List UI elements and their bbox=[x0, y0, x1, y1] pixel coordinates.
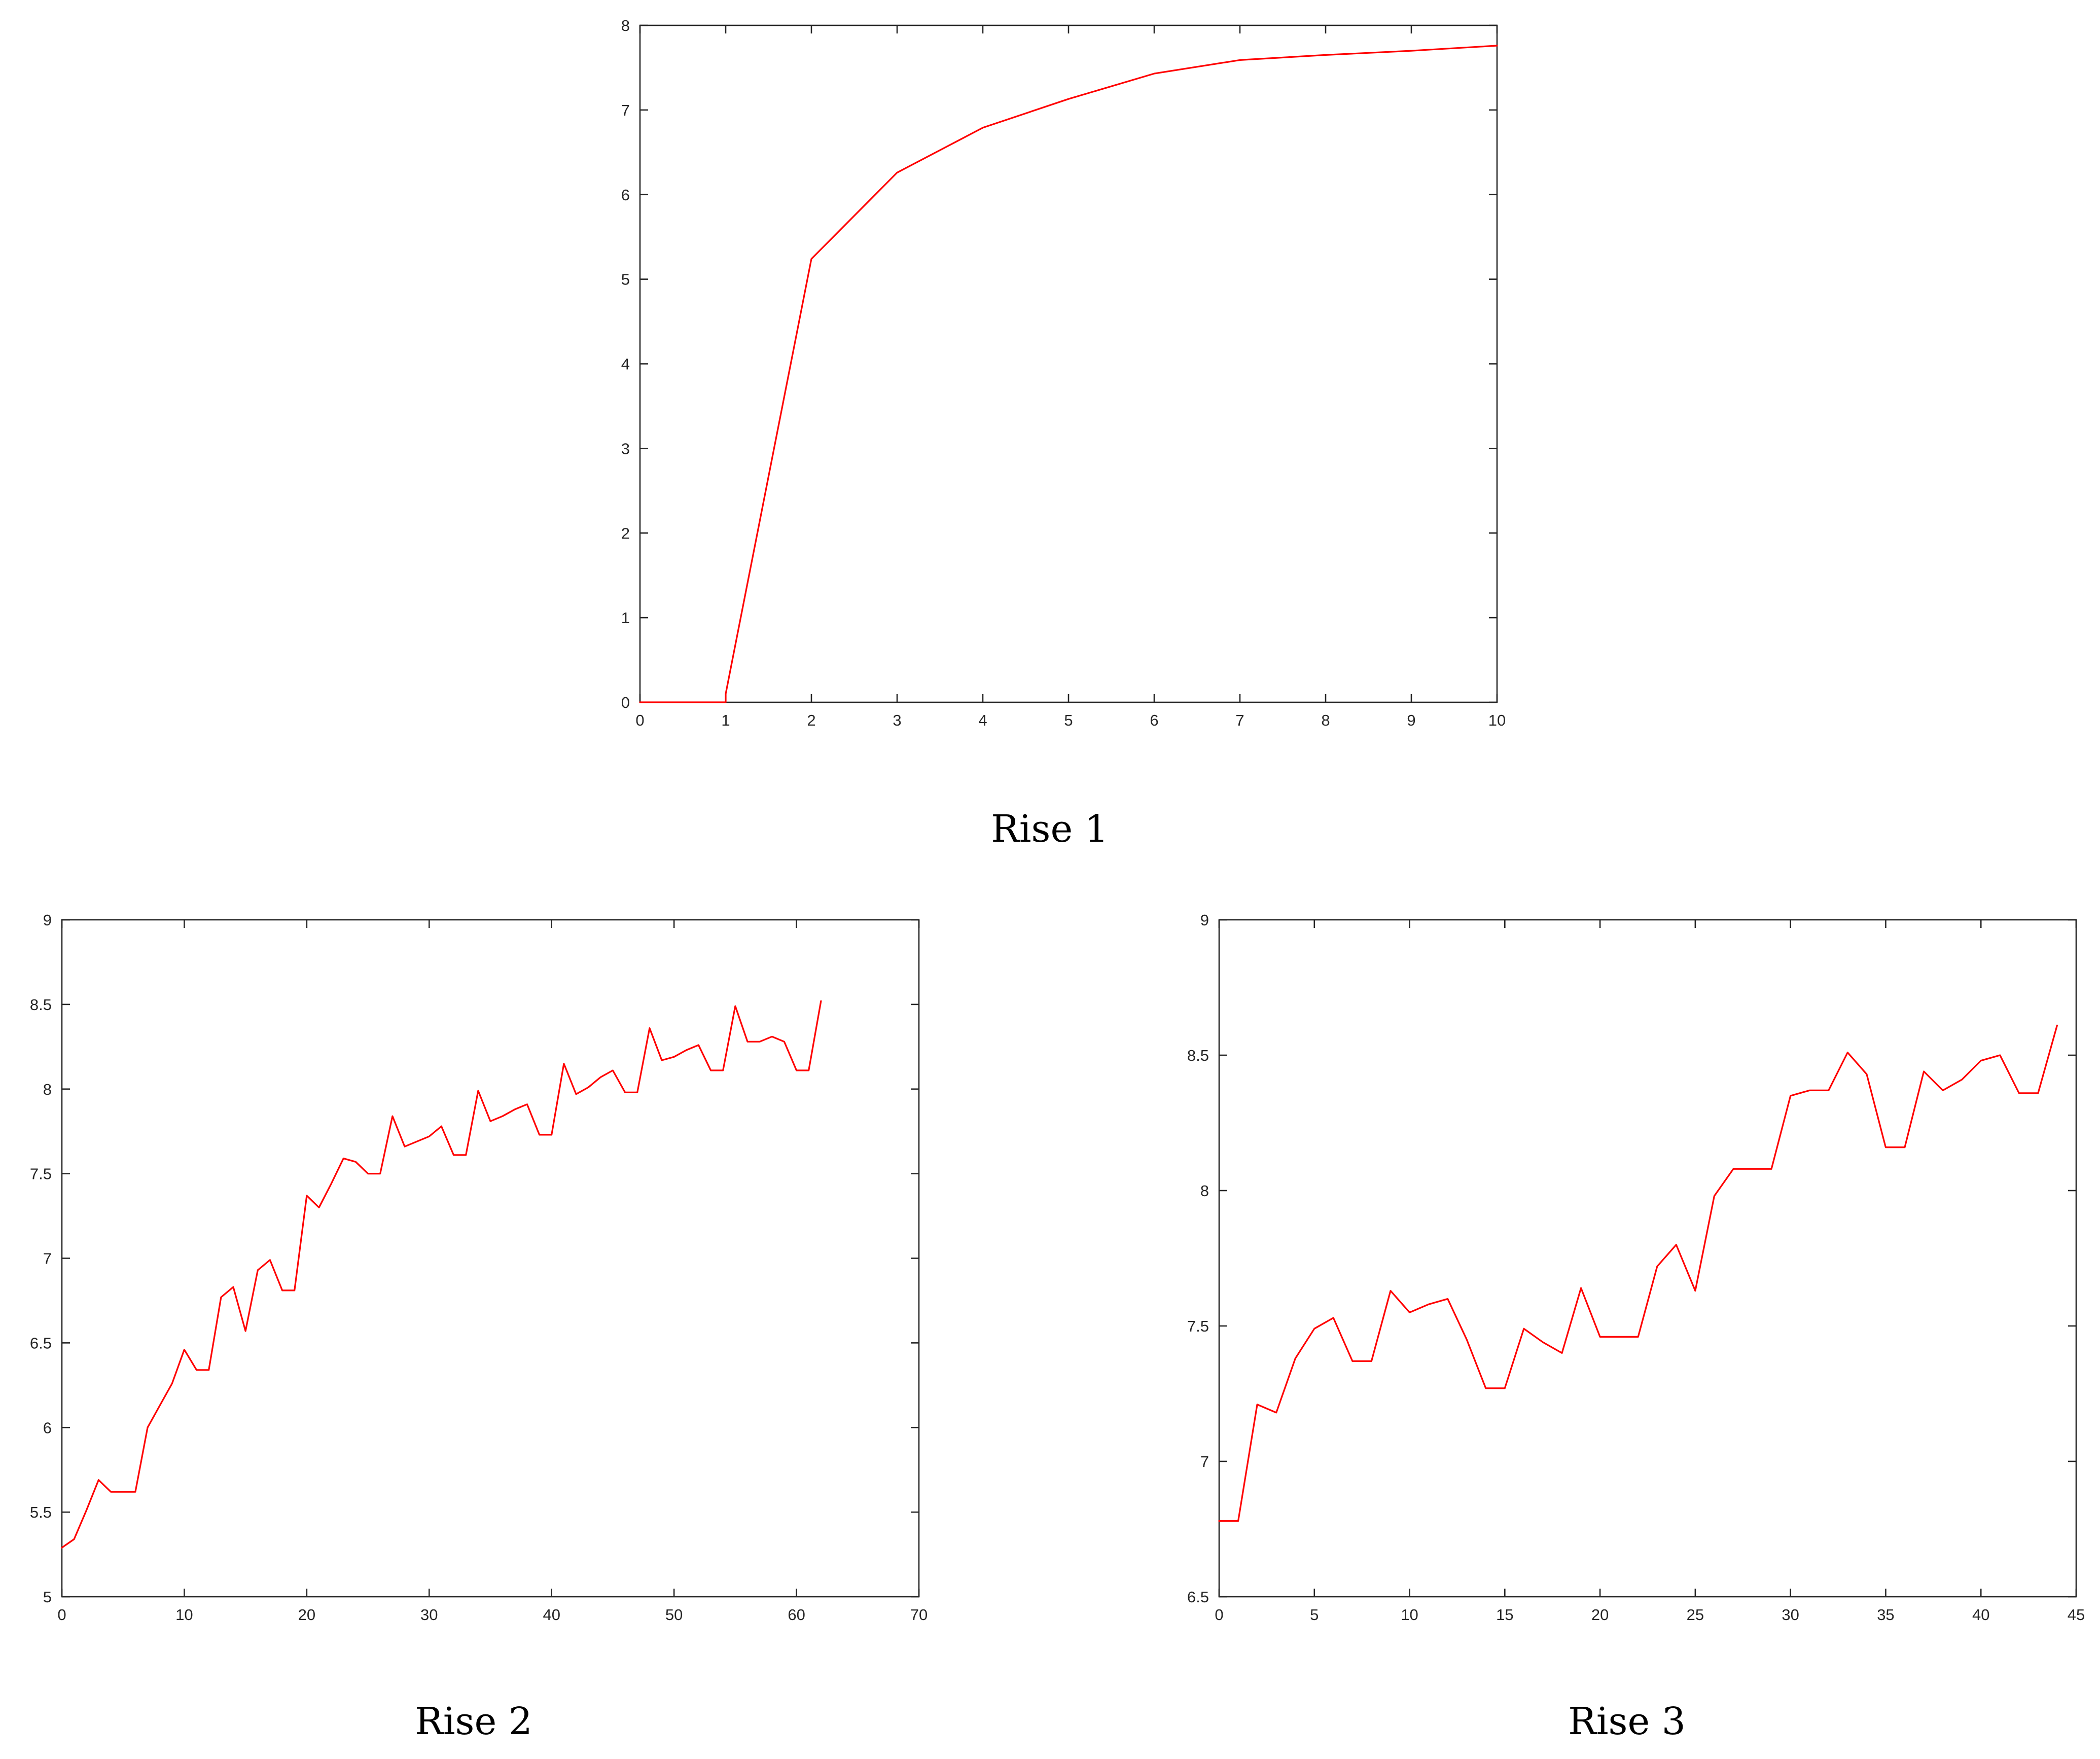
x-tick-label: 20 bbox=[1591, 1606, 1609, 1624]
x-tick-label: 50 bbox=[665, 1606, 683, 1624]
x-tick-label: 30 bbox=[420, 1606, 438, 1624]
x-tick-label: 0 bbox=[1215, 1606, 1223, 1624]
y-tick-label: 5 bbox=[621, 271, 630, 289]
y-tick-label: 7 bbox=[1200, 1453, 1209, 1470]
plot-area-frame bbox=[639, 24, 1498, 703]
x-tick-label: 10 bbox=[1488, 711, 1506, 729]
x-tick-label: 0 bbox=[57, 1606, 66, 1624]
x-tick-label: 7 bbox=[1235, 711, 1244, 729]
y-tick-label: 6 bbox=[621, 186, 630, 204]
chart-rise-2: 0 10 20 30 40 50 60 70 5 5.5 6 6.5 7 7.5 8 8.5 9 Rise 2 bbox=[30, 911, 928, 1743]
x-tick-label: 6 bbox=[1150, 711, 1158, 729]
plot-area-frame bbox=[61, 919, 920, 1598]
x-tick-label: 30 bbox=[1782, 1606, 1799, 1624]
x-tick-label: 70 bbox=[910, 1606, 928, 1624]
y-tick-label: 7 bbox=[621, 101, 630, 119]
y-tick-label: 0 bbox=[621, 694, 630, 711]
y-tick-label: 8.5 bbox=[1187, 1047, 1209, 1064]
y-tick-label: 7.5 bbox=[1187, 1317, 1209, 1335]
y-tick-label: 5.5 bbox=[30, 1503, 52, 1521]
x-tick-label: 4 bbox=[978, 711, 987, 729]
series-line bbox=[639, 45, 1498, 703]
y-tick-label: 6.5 bbox=[30, 1334, 52, 1352]
x-tick-label: 35 bbox=[1877, 1606, 1894, 1624]
plot-area-frame bbox=[1218, 919, 2077, 1598]
y-tick-label: 6 bbox=[43, 1419, 52, 1437]
x-tick-label: 15 bbox=[1496, 1606, 1513, 1624]
y-tick-label: 5 bbox=[43, 1588, 52, 1606]
chart-caption: Rise 1 bbox=[991, 807, 1109, 851]
y-tick-label: 9 bbox=[43, 911, 52, 929]
x-tick-label: 25 bbox=[1687, 1606, 1704, 1624]
y-tick-label: 8.5 bbox=[30, 996, 52, 1014]
x-tick-label: 40 bbox=[1972, 1606, 1989, 1624]
chart-rise-1: 0 1 2 3 4 5 6 7 8 9 10 0 1 2 3 4 5 6 7 8 Rise 1 bbox=[621, 17, 1506, 851]
y-tick-label: 2 bbox=[621, 524, 630, 542]
y-tick-label: 1 bbox=[621, 609, 630, 627]
x-tick-label: 45 bbox=[2068, 1606, 2085, 1624]
y-tick-label: 7 bbox=[43, 1250, 52, 1268]
y-tick-label: 8 bbox=[1200, 1182, 1209, 1200]
y-tick-label: 8 bbox=[621, 17, 630, 34]
chart-rise-3: 0 5 10 15 20 25 30 35 40 45 6.5 7 7.5 8 8.5 9 Rise 3 bbox=[1187, 911, 2085, 1743]
y-tick-label: 4 bbox=[621, 355, 630, 373]
x-tick-label: 9 bbox=[1407, 711, 1415, 729]
x-tick-label: 10 bbox=[1401, 1606, 1418, 1624]
x-tick-label: 20 bbox=[298, 1606, 315, 1624]
x-tick-label: 1 bbox=[721, 711, 730, 729]
x-tick-label: 40 bbox=[543, 1606, 560, 1624]
x-tick-label: 10 bbox=[175, 1606, 193, 1624]
series-line bbox=[1218, 1024, 2058, 1522]
x-tick-label: 5 bbox=[1310, 1606, 1319, 1624]
x-tick-label: 2 bbox=[807, 711, 815, 729]
x-tick-label: 3 bbox=[893, 711, 901, 729]
y-tick-label: 9 bbox=[1200, 911, 1209, 929]
y-tick-label: 6.5 bbox=[1187, 1588, 1209, 1606]
y-tick-label: 7.5 bbox=[30, 1165, 52, 1183]
x-tick-label: 5 bbox=[1064, 711, 1073, 729]
chart-caption: Rise 2 bbox=[415, 1700, 532, 1743]
y-tick-label: 3 bbox=[621, 440, 630, 457]
chart-caption: Rise 3 bbox=[1568, 1700, 1686, 1743]
x-tick-label: 60 bbox=[788, 1606, 805, 1624]
x-tick-label: 8 bbox=[1321, 711, 1330, 729]
y-tick-label: 8 bbox=[43, 1081, 52, 1098]
series-line bbox=[61, 1000, 822, 1549]
x-tick-label: 0 bbox=[635, 711, 644, 729]
